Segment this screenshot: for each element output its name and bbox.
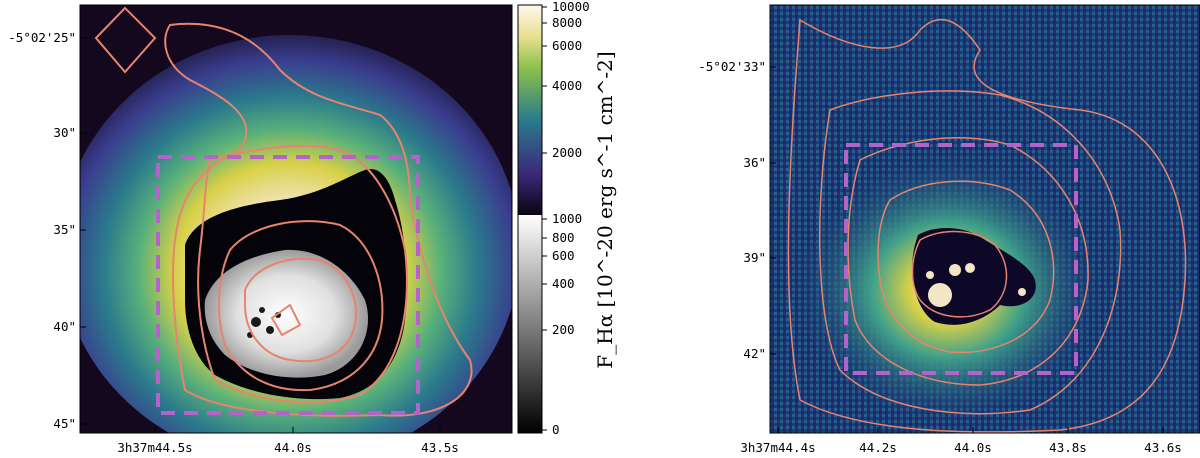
colorbar: 10000 8000 6000 4000 2000 1000 800 600 4… (517, 0, 617, 437)
right-ytick-3: 42" (743, 346, 766, 361)
left-ytick-4: 45" (53, 416, 76, 431)
left-xtick-0: 3h37m44.5s (117, 440, 192, 455)
left-tick-marks (80, 37, 441, 433)
core-knots (247, 307, 281, 338)
cb-tick-10: 0 (552, 422, 560, 437)
cb-tick-3: 4000 (552, 78, 582, 93)
cb-tick-0: 10000 (552, 0, 590, 14)
left-dashed-box (156, 155, 420, 415)
colorbar-label: F_Hα [10^-20 erg s^-1 cm^-2] (593, 51, 617, 368)
right-xtick-0: 3h37m44.4s (740, 440, 815, 455)
left-ytick-0: -5°02'25" (8, 30, 76, 45)
cb-tick-9: 200 (552, 322, 575, 337)
right-ytick-0: -5°02'33" (698, 59, 766, 74)
right-ytick-2: 39" (743, 250, 766, 265)
right-xtick-2: 44.0s (954, 440, 992, 455)
left-image-panel (80, 5, 512, 433)
cb-tick-2: 6000 (552, 38, 582, 53)
right-knots (926, 263, 1026, 307)
left-ytick-2: 35" (53, 222, 76, 237)
right-contours (787, 18, 1187, 433)
left-xtick-1: 44.0s (274, 440, 312, 455)
left-ytick-1: 30" (53, 125, 76, 140)
cb-tick-5: 1000 (552, 211, 582, 226)
cb-tick-4: 2000 (552, 145, 582, 160)
right-dashed-box (844, 143, 1078, 375)
cb-tick-8: 400 (552, 276, 575, 291)
cb-tick-1: 8000 (552, 15, 582, 30)
cb-tick-7: 600 (552, 248, 575, 263)
right-xtick-3: 43.8s (1049, 440, 1087, 455)
right-image-panel (770, 5, 1200, 433)
left-contours (94, 6, 473, 417)
left-xtick-2: 43.5s (421, 440, 459, 455)
right-xtick-4: 43.6s (1144, 440, 1182, 455)
right-xtick-1: 44.2s (859, 440, 897, 455)
right-tick-marks (770, 66, 1164, 433)
left-ytick-3: 40" (53, 319, 76, 334)
right-ytick-1: 36" (743, 155, 766, 170)
cb-tick-6: 800 (552, 230, 575, 245)
